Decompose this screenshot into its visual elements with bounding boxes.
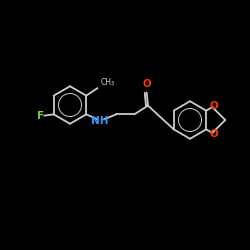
- Text: CH₃: CH₃: [100, 78, 114, 87]
- Text: O: O: [142, 79, 151, 89]
- Text: NH: NH: [91, 116, 109, 126]
- Text: O: O: [209, 101, 218, 111]
- Text: F: F: [37, 110, 44, 121]
- Text: O: O: [209, 129, 218, 139]
